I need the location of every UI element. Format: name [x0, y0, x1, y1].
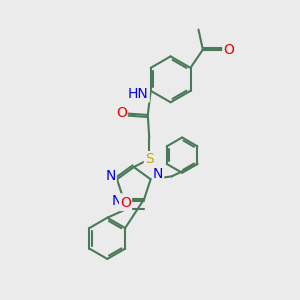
Text: N: N: [105, 169, 116, 183]
Text: N: N: [112, 194, 122, 208]
Text: S: S: [145, 152, 154, 166]
Text: O: O: [223, 43, 234, 57]
Text: HN: HN: [128, 87, 149, 101]
Text: O: O: [116, 106, 127, 121]
Text: N: N: [153, 167, 163, 181]
Text: O: O: [120, 196, 131, 210]
